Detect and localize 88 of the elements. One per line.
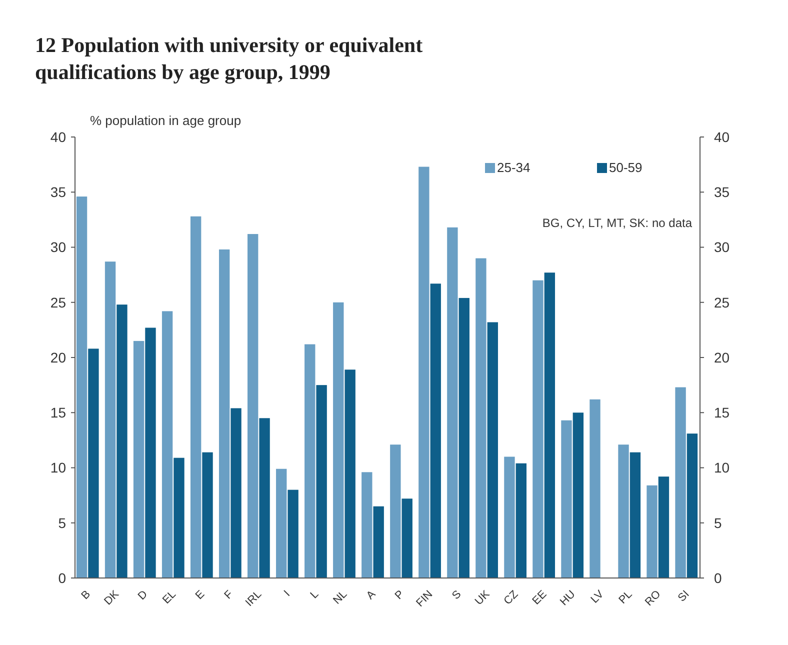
bar — [76, 196, 88, 578]
x-tick-label: D — [136, 588, 150, 602]
bar — [304, 344, 316, 578]
x-tick-label: NL — [331, 588, 350, 607]
x-tick-label: I — [282, 588, 293, 600]
bar — [162, 311, 173, 578]
bar — [402, 498, 412, 578]
bar — [373, 506, 384, 578]
y-tick-label: 25 — [50, 294, 66, 310]
y-axis-title: % population in age group — [90, 113, 242, 128]
x-tick-label: B — [79, 588, 93, 602]
x-tick-label: LV — [588, 588, 607, 606]
y2-tick-label: 30 — [714, 239, 730, 256]
x-tick-label: A — [364, 588, 379, 602]
x-tick-label: RO — [643, 588, 664, 609]
bar — [230, 408, 242, 578]
x-tick-label: EE — [530, 588, 550, 608]
y-tick-label: 35 — [50, 184, 66, 200]
bar — [333, 302, 344, 578]
y2-tick-label: 40 — [714, 128, 730, 145]
chart-title: 12 Population with university or equivalent qualifications by age group, 1999 — [35, 33, 423, 84]
y2-tick-label: 35 — [714, 184, 730, 200]
y-tick-label: 0 — [58, 570, 66, 586]
bar — [133, 340, 144, 578]
bar — [447, 227, 458, 578]
bar — [276, 468, 287, 578]
bar — [572, 412, 584, 578]
bar — [202, 452, 213, 578]
y2-tick-label: 10 — [714, 460, 730, 476]
bar — [476, 258, 486, 578]
y-tick-label: 10 — [50, 460, 66, 476]
x-tick-label: F — [222, 588, 236, 602]
bar — [646, 485, 658, 578]
bar — [316, 385, 327, 578]
y2-tick-label: 0 — [714, 570, 722, 586]
x-tick-label: FIN — [414, 588, 436, 610]
bar — [430, 284, 441, 578]
bar — [390, 444, 401, 578]
x-tick-label: CZ — [502, 588, 521, 608]
y-tick-label: 15 — [50, 404, 66, 421]
x-tick-label: IRL — [243, 588, 264, 609]
bar — [88, 348, 99, 578]
bar — [116, 304, 128, 578]
bar — [145, 328, 156, 578]
y2-tick-label: 5 — [714, 514, 722, 531]
bar — [532, 280, 544, 578]
bar — [259, 418, 270, 578]
x-tick-label: SI — [676, 588, 692, 604]
x-tick-label: EL — [160, 588, 178, 606]
bar — [630, 452, 641, 578]
bar — [174, 458, 184, 578]
bar — [248, 234, 258, 578]
bar — [686, 434, 698, 578]
bar — [190, 216, 202, 578]
x-tick-label: HU — [558, 588, 578, 608]
x-tick-label: UK — [472, 588, 493, 608]
x-tick-label: PL — [616, 588, 635, 606]
bar — [658, 476, 670, 578]
x-tick-label: L — [308, 588, 322, 602]
x-tick-label: E — [193, 588, 208, 602]
y2-tick-label: 25 — [714, 294, 730, 310]
y-tick-label: 20 — [50, 349, 66, 366]
bar — [544, 272, 556, 578]
bar — [458, 298, 470, 578]
legend-label: 50-59 — [609, 160, 642, 175]
x-tick-label: P — [392, 588, 407, 602]
bar — [590, 399, 600, 578]
y2-tick-label: 20 — [714, 349, 730, 366]
annotation: BG, CY, LT, MT, SK: no data — [542, 216, 692, 230]
x-tick-label: DK — [102, 588, 122, 608]
bar — [561, 420, 572, 578]
bar — [418, 166, 430, 578]
y-tick-label: 5 — [58, 514, 66, 531]
bar — [504, 456, 515, 578]
bar — [487, 322, 498, 578]
bar — [104, 262, 116, 578]
bar — [675, 387, 686, 578]
legend-label: 25-34 — [497, 160, 530, 175]
y-tick-label: 40 — [50, 128, 66, 145]
bar — [344, 370, 356, 578]
y-tick-label: 30 — [50, 239, 66, 256]
bar — [516, 463, 526, 578]
x-tick-label: S — [450, 588, 464, 602]
bar — [288, 490, 298, 578]
y2-tick-label: 15 — [714, 404, 730, 421]
bar — [362, 472, 372, 578]
bar — [218, 249, 230, 578]
bar — [618, 444, 629, 578]
